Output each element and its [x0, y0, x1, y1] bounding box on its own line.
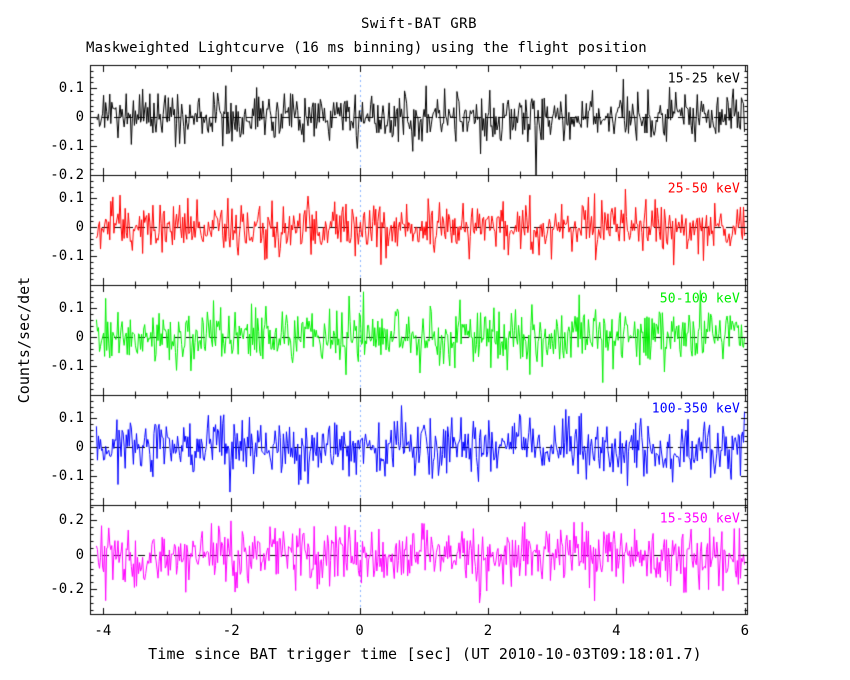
energy-band-label: 50-100 keV: [659, 291, 740, 307]
x-tick-label: 4: [612, 623, 621, 639]
x-axis-label: Time since BAT trigger time [sec] (UT 20…: [148, 645, 702, 663]
y-tick-label: 0.1: [58, 300, 84, 317]
chart-title: Swift-BAT GRB: [360, 16, 478, 32]
y-tick-label: -0.2: [50, 167, 84, 183]
x-tick-label: -4: [94, 623, 112, 639]
x-tick-label: -2: [222, 623, 240, 639]
y-tick-label: -0.1: [50, 138, 84, 155]
y-tick-label: 0: [75, 546, 84, 563]
y-tick-label: 0.1: [58, 410, 84, 427]
x-tick-label: 2: [483, 623, 493, 639]
y-tick-label: 0.2: [58, 512, 84, 529]
y-tick-label: -0.1: [50, 468, 84, 485]
chart-subtitle: Maskweighted Lightcurve (16 ms binning) …: [86, 40, 647, 56]
y-tick-label: 0.1: [58, 190, 84, 207]
y-tick-label: 0.1: [58, 80, 84, 97]
x-tick-label: 0: [355, 623, 364, 639]
x-tick-label: 6: [740, 623, 749, 639]
energy-band-label: 15-25 keV: [667, 71, 740, 87]
y-tick-label: -0.1: [50, 358, 84, 375]
y-tick-label: -0.1: [50, 248, 84, 265]
energy-band-label: 25-50 keV: [667, 181, 740, 197]
y-tick-label: 0: [75, 219, 84, 236]
y-tick-label: 0: [75, 109, 84, 126]
y-axis-label: Counts/sec/det: [15, 276, 33, 404]
energy-band-label: 15-350 keV: [659, 511, 740, 527]
y-tick-label: 0: [75, 329, 84, 346]
y-tick-label: -0.2: [50, 581, 84, 598]
y-tick-label: 0: [75, 439, 84, 456]
energy-band-label: 100-350 keV: [651, 401, 740, 417]
